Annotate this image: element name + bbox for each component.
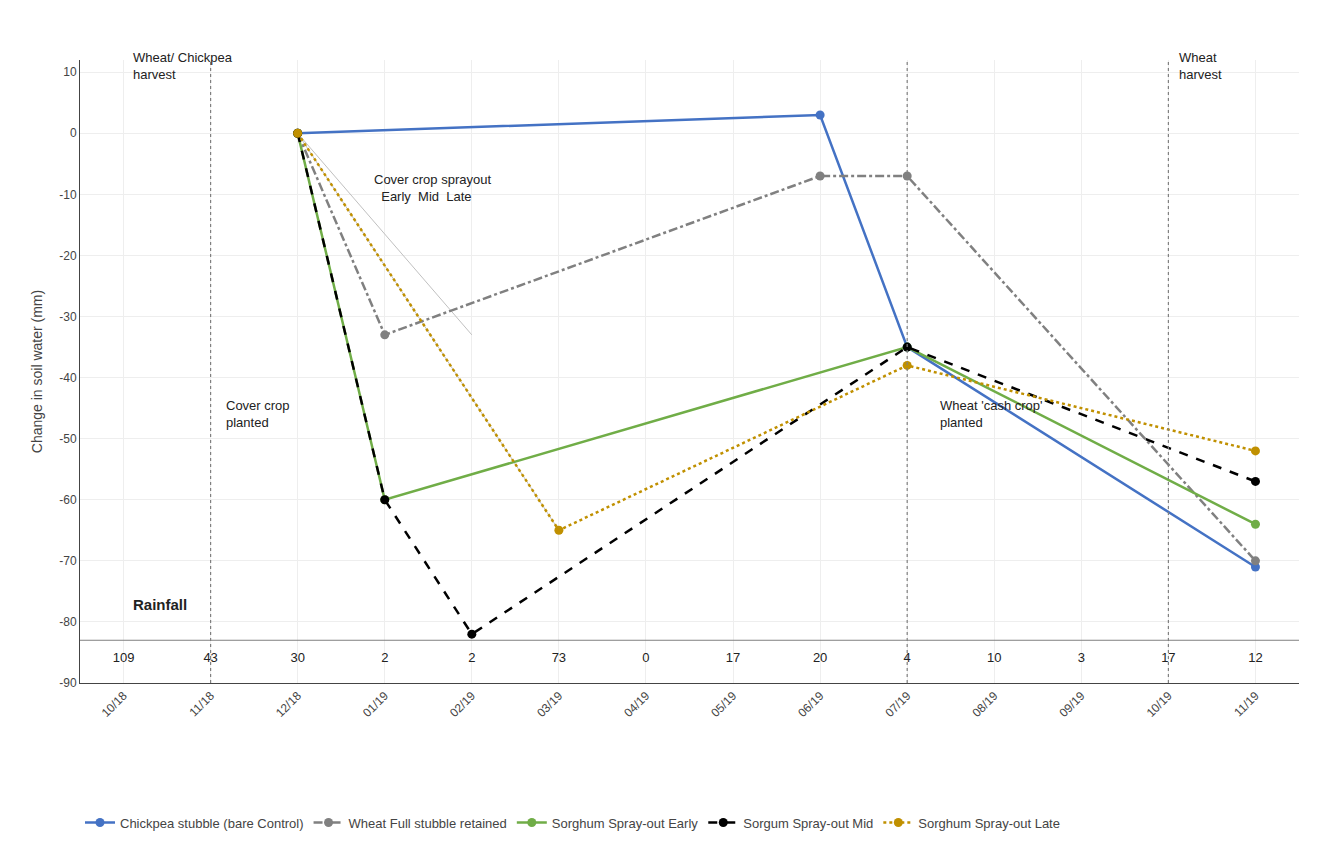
- svg-text:07/19: 07/19: [882, 689, 913, 720]
- svg-text:-90: -90: [59, 676, 77, 690]
- svg-text:05/19: 05/19: [708, 689, 739, 720]
- svg-text:11/19: 11/19: [1231, 689, 1262, 720]
- svg-text:-60: -60: [59, 493, 77, 507]
- svg-text:Rainfall: Rainfall: [133, 596, 187, 613]
- svg-text:Wheat/ Chickpeaharvest: Wheat/ Chickpeaharvest: [133, 50, 233, 82]
- svg-text:20: 20: [813, 650, 827, 665]
- svg-text:09/19: 09/19: [1057, 689, 1088, 720]
- svg-text:Cover cropplanted: Cover cropplanted: [226, 398, 290, 430]
- svg-text:08/19: 08/19: [969, 689, 1000, 720]
- svg-text:Wheat 'cash crop'planted: Wheat 'cash crop'planted: [940, 398, 1043, 430]
- svg-text:2: 2: [381, 650, 388, 665]
- svg-text:-20: -20: [59, 249, 77, 263]
- svg-text:03/19: 03/19: [534, 689, 565, 720]
- svg-text:Wheatharvest: Wheatharvest: [1179, 50, 1222, 82]
- svg-text:11/18: 11/18: [186, 689, 217, 720]
- svg-text:Chickpea stubble (bare Control: Chickpea stubble (bare Control): [120, 816, 304, 831]
- svg-text:0: 0: [642, 650, 649, 665]
- svg-text:-10: -10: [59, 188, 77, 202]
- svg-text:10: 10: [63, 65, 77, 79]
- svg-text:Sorghum Spray-out Late: Sorghum Spray-out Late: [918, 816, 1060, 831]
- svg-text:Wheat Full stubble retained: Wheat Full stubble retained: [349, 816, 507, 831]
- svg-text:17: 17: [1161, 650, 1175, 665]
- svg-text:Cover crop sprayout Early Mi: Cover crop sprayout Early Mid Late: [374, 172, 491, 204]
- svg-text:4: 4: [904, 650, 911, 665]
- svg-text:Sorghum Spray-out Early: Sorghum Spray-out Early: [552, 816, 698, 831]
- svg-text:04/19: 04/19: [621, 689, 652, 720]
- svg-text:30: 30: [290, 650, 304, 665]
- svg-text:12/18: 12/18: [273, 689, 304, 720]
- svg-text:-70: -70: [59, 554, 77, 568]
- svg-text:-30: -30: [59, 310, 77, 324]
- svg-text:06/19: 06/19: [795, 689, 826, 720]
- svg-text:-80: -80: [59, 615, 77, 629]
- svg-text:-50: -50: [59, 432, 77, 446]
- svg-text:17: 17: [726, 650, 740, 665]
- svg-text:109: 109: [113, 650, 135, 665]
- svg-text:10/19: 10/19: [1144, 689, 1175, 720]
- svg-text:3: 3: [1078, 650, 1085, 665]
- svg-text:10: 10: [987, 650, 1001, 665]
- svg-text:02/19: 02/19: [447, 689, 478, 720]
- svg-text:10/18: 10/18: [99, 689, 130, 720]
- svg-text:Change in soil water (mm): Change in soil water (mm): [29, 290, 45, 453]
- svg-text:2: 2: [468, 650, 475, 665]
- svg-text:0: 0: [70, 126, 77, 140]
- svg-text:01/19: 01/19: [360, 689, 391, 720]
- svg-text:12: 12: [1248, 650, 1262, 665]
- svg-text:73: 73: [552, 650, 566, 665]
- svg-text:-40: -40: [59, 371, 77, 385]
- svg-text:43: 43: [203, 650, 217, 665]
- svg-text:Sorgum Spray-out Mid: Sorgum Spray-out Mid: [743, 816, 873, 831]
